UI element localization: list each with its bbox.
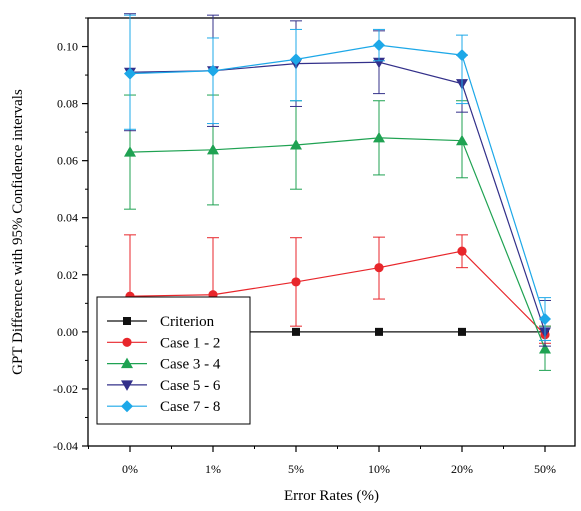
y-tick-label: 0.10	[57, 40, 78, 54]
plot-frame	[87, 17, 576, 447]
x-tick-label: 10%	[368, 462, 390, 476]
y-axis-label: GPT Difference with 95% Confidence inter…	[10, 89, 26, 375]
data-point	[457, 246, 467, 256]
series-layer	[124, 13, 551, 371]
y-tick-label: -0.02	[53, 382, 78, 396]
legend-marker	[121, 380, 133, 391]
x-axis-ticks: 0% 1% 5% 10% 20% 50%	[88, 446, 556, 476]
legend-box	[96, 296, 251, 425]
x-tick-label: 1%	[205, 462, 221, 476]
data-point	[292, 327, 300, 336]
data-point	[375, 327, 383, 336]
legend-item: Criterion	[107, 314, 215, 330]
legend-item: Case 7 - 8	[107, 399, 220, 415]
y-tick-label: 0.02	[57, 268, 78, 282]
legend: Criterion Case 1 - 2 Case 3 - 4 Case 5 - 6 C…	[96, 296, 251, 425]
plot-axes	[87, 17, 576, 447]
legend-item: Case 3 - 4	[107, 357, 221, 373]
series-line	[129, 44, 546, 320]
data-point	[456, 134, 468, 146]
y-tick-label: 0.00	[57, 325, 78, 339]
y-tick-label: 0.08	[57, 97, 78, 111]
legend-item: Case 5 - 6	[107, 378, 221, 394]
legend-marker	[123, 317, 131, 325]
y-axis-ticks: -0.04 -0.02 0.00 0.02 0.04 0.06 0.08 0.10	[53, 17, 88, 453]
legend-marker	[122, 337, 132, 347]
x-tick-label: 0%	[122, 462, 138, 476]
legend-label: Criterion	[160, 314, 215, 330]
data-point	[290, 53, 302, 66]
x-tick-label: 5%	[288, 462, 304, 476]
data-point	[290, 138, 302, 150]
data-point	[456, 49, 468, 62]
data-point	[458, 327, 466, 336]
x-tick-label: 50%	[534, 462, 556, 476]
series-case-7-8	[124, 14, 551, 341]
x-tick-label: 20%	[451, 462, 473, 476]
data-point	[373, 39, 385, 52]
data-point	[373, 131, 385, 143]
legend-item: Case 1 - 2	[107, 335, 220, 351]
data-point	[539, 342, 551, 354]
legend-marker	[121, 400, 133, 413]
data-point	[124, 67, 136, 80]
data-point	[374, 263, 384, 273]
y-tick-label: 0.06	[57, 154, 78, 168]
data-point	[124, 146, 136, 157]
y-tick-label: 0.04	[57, 211, 78, 225]
series-case-5-6	[124, 13, 551, 347]
series-line	[129, 137, 546, 350]
series-line	[129, 61, 546, 333]
x-axis-label: Error Rates (%)	[284, 488, 379, 504]
data-point	[291, 277, 301, 287]
data-point	[539, 313, 551, 326]
legend-marker	[121, 357, 133, 369]
y-tick-label: -0.04	[53, 439, 78, 453]
series-case-3-4	[124, 94, 551, 371]
legend-label: Case 3 - 4	[160, 357, 221, 373]
legend-label: Case 5 - 6	[160, 378, 221, 394]
legend-label: Case 7 - 8	[160, 399, 220, 415]
series-line	[129, 250, 546, 336]
data-point	[207, 64, 219, 77]
legend-label: Case 1 - 2	[160, 335, 220, 351]
data-point	[207, 143, 219, 155]
